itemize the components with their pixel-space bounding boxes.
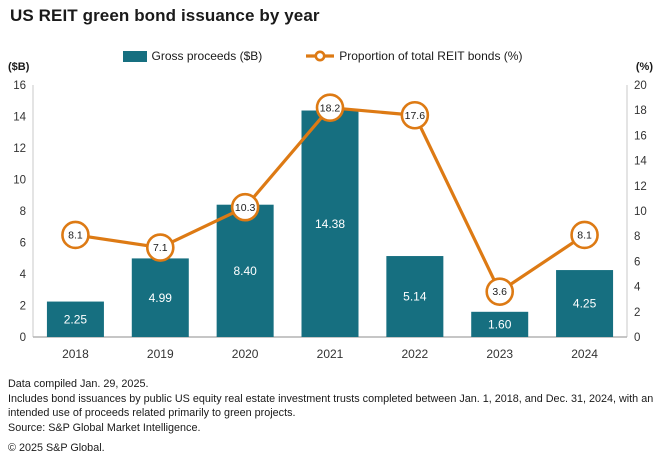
right-axis-tick: 2	[634, 307, 640, 319]
bar-value-label: 1.60	[488, 318, 512, 332]
line-value-label: 7.1	[153, 242, 168, 254]
line-value-label: 10.3	[235, 202, 256, 214]
left-axis-tick: 16	[13, 80, 26, 92]
bar-value-label: 14.38	[315, 217, 345, 231]
bar-value-label: 4.25	[573, 297, 597, 311]
line-marker-2024	[570, 220, 599, 250]
x-axis-category-label: 2021	[317, 347, 344, 361]
line-marker-2019	[145, 233, 175, 262]
left-axis-unit-label: ($B)	[8, 61, 30, 73]
line-value-label: 8.1	[577, 230, 592, 242]
right-axis-tick: 0	[634, 332, 640, 344]
line-value-label: 3.6	[492, 286, 507, 298]
line-value-label: 8.1	[68, 230, 83, 242]
left-axis-tick: 6	[20, 238, 26, 250]
bar-value-label: 5.14	[403, 290, 427, 304]
right-axis-tick: 10	[634, 206, 647, 218]
right-axis-tick: 20	[634, 80, 647, 92]
left-axis-tick: 4	[20, 269, 27, 281]
line-value-label: 17.6	[405, 110, 426, 122]
right-axis-tick: 14	[634, 156, 647, 168]
x-axis-category-label: 2018	[62, 347, 89, 361]
left-axis-tick: 8	[20, 206, 26, 218]
x-axis-category-label: 2024	[571, 347, 598, 361]
left-axis-tick: 0	[20, 332, 26, 344]
line-series-swatch-icon	[306, 49, 335, 63]
line-value-label: 18.2	[320, 102, 341, 114]
footnotes: Data compiled Jan. 29, 2025. Includes bo…	[8, 377, 658, 456]
bar-2021	[301, 110, 359, 337]
right-axis-tick: 6	[634, 256, 640, 268]
bar-2018	[46, 301, 104, 337]
footnote-data-compiled: Data compiled Jan. 29, 2025.	[8, 378, 149, 390]
bar-2019	[131, 258, 189, 337]
right-axis-tick: 16	[634, 130, 647, 142]
left-axis-tick: 14	[13, 112, 26, 124]
footnote-source: Source: S&P Global Market Intelligence.	[8, 421, 201, 434]
bar-2024	[556, 270, 614, 337]
bar-series-swatch-icon	[122, 50, 147, 62]
right-axis-tick: 18	[634, 105, 647, 117]
right-axis-tick: 4	[634, 282, 641, 294]
x-axis-category-label: 2019	[147, 347, 174, 361]
legend-label-gross-proceeds: Gross proceeds ($B)	[151, 49, 263, 63]
bar-value-label: 8.40	[233, 264, 257, 278]
footnote-copyright: © 2025 S&P Global.	[8, 442, 105, 454]
right-axis-unit-label: (%)	[635, 61, 653, 73]
line-marker-2023	[485, 277, 515, 306]
right-axis-tick: 8	[634, 231, 640, 243]
line-marker-2021	[315, 93, 345, 122]
x-axis-category-label: 2022	[402, 347, 429, 361]
footnote-description: Includes bond issuances by public US equ…	[8, 392, 654, 420]
legend-label-proportion: Proportion of total REIT bonds (%)	[339, 49, 523, 63]
legend-item-gross-proceeds: Gross proceeds ($B)	[122, 49, 263, 63]
x-axis-category-label: 2023	[486, 347, 513, 361]
chart-plot: 0 2 4 6 8 10 12 14 16 0 2 4 6 8 10 12 14 16 18 20 2.25 2018 4.…	[13, 80, 647, 361]
right-axis-tick: 12	[634, 181, 647, 193]
legend-item-proportion: Proportion of total REIT bonds (%)	[306, 49, 522, 63]
bar-value-label: 4.99	[149, 291, 173, 305]
bar-2023	[471, 311, 529, 337]
page-title: US REIT green bond issuance by year	[10, 6, 320, 25]
bar-value-label: 2.25	[64, 312, 88, 326]
bar-2020	[216, 204, 274, 337]
left-axis-tick: 2	[20, 301, 26, 313]
bar-2022	[386, 256, 444, 337]
line-marker-2020	[230, 192, 260, 222]
legend: Gross proceeds ($B) Proportion of total …	[0, 49, 645, 63]
line-marker-2018	[61, 220, 90, 250]
line-marker-2022	[400, 100, 430, 130]
x-axis-category-label: 2020	[232, 347, 259, 361]
left-axis-tick: 12	[13, 143, 26, 155]
left-axis-tick: 10	[13, 175, 26, 187]
